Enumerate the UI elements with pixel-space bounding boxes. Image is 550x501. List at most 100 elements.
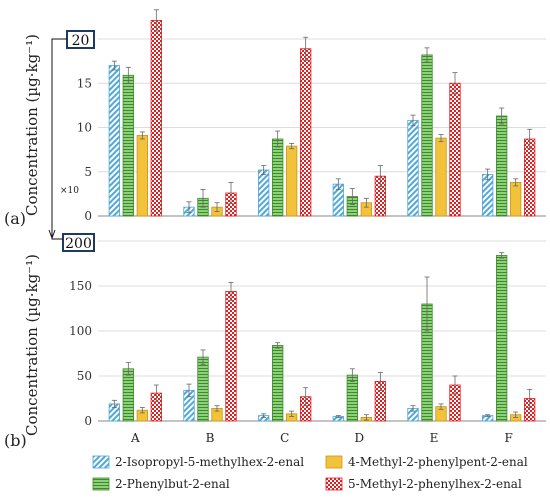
bar-b-B-methylhex [225,290,237,422]
category-label-C: C [280,431,289,445]
bar-a-E-phenylbut [421,54,433,217]
legend-swatch-methylpent [325,455,343,469]
bar-a-F-methylpent [510,181,522,217]
ytick-label-a-15: 15 [77,76,92,90]
errorbar-b-C-phenylbut [275,342,281,349]
errorbar-a-F-methylhex [527,128,533,150]
bar-a-A-isopropyl [108,65,120,217]
ytick-label-a-10: 10 [77,121,92,135]
ytick-label-b-100: 100 [69,324,92,338]
bar-a-C-phenylbut [272,138,284,217]
scale-arrow-icon [48,229,56,240]
bar-a-A-methylhex [150,20,162,217]
ytick-label-a-5: 5 [84,165,92,179]
legend-swatch-phenylbut [92,477,110,491]
errorbar-b-A-methylhex [153,384,159,402]
errorbar-b-A-methylpent [139,407,145,414]
panel-b-max-label: 200 [65,236,92,252]
errorbar-b-F-phenylbut [499,252,505,259]
bar-a-C-methylpent [286,145,298,217]
legend-label-methylpent: 4-Methyl-2-phenylpent-2-enal [348,455,528,469]
bar-b-A-phenylbut [122,368,134,422]
panel-a-plot: 0 5 10 15 [77,9,546,223]
errorbar-a-B-methylpent [214,202,220,212]
errorbar-a-B-phenylbut [200,189,206,208]
legend-label-isopropyl: 2-Isopropyl-5-methylhex-2-enal [115,455,304,469]
bar-a-C-isopropyl [258,169,270,217]
ytick-label-b-150: 150 [69,279,92,293]
bar-a-E-isopropyl [407,120,419,217]
ytick-label-a-0: 0 [84,209,92,223]
errorbar-a-F-methylpent [513,178,519,187]
bar-b-D-phenylbut [346,374,358,422]
errorbar-b-D-phenylbut [349,368,355,382]
errorbar-b-C-isopropyl [261,413,267,418]
errorbar-a-E-isopropyl [410,114,416,127]
legend-label-methylhex: 5-Methyl-2-phenylhex-2-enal [348,477,522,491]
errorbar-a-C-methylpent [289,143,295,150]
errorbar-b-E-methylpent [438,403,444,410]
errorbar-b-C-methylpent [289,410,295,417]
panel-b-plot: 0 50 100 150 A B C D E F [69,240,546,445]
errorbar-a-D-isopropyl [335,178,341,190]
bar-a-F-isopropyl [482,174,494,217]
scale-connector-line [51,38,67,240]
panel-b-max-box [62,233,95,252]
errorbar-b-D-methylhex [377,371,383,391]
errorbar-b-F-methylhex [527,389,533,408]
panel-b-label: (b) [4,431,27,450]
errorbar-a-C-isopropyl [261,165,267,175]
bar-b-F-phenylbut [496,254,508,422]
errorbar-b-B-phenylbut [200,349,206,365]
legend-swatch-methylhex [325,477,343,491]
bar-a-A-phenylbut [122,74,134,217]
panel-b-ylabel: Concentration (µg·kg⁻¹) [23,254,41,436]
legend-swatch-isopropyl [92,455,110,469]
errorbar-a-E-methylpent [438,134,444,143]
scale-note: ×10 [60,186,79,196]
category-label-F: F [505,431,513,445]
panel-a-label: (a) [4,209,26,228]
category-label-B: B [206,431,215,445]
errorbar-b-B-methylhex [228,281,234,301]
errorbar-a-E-phenylbut [424,47,430,63]
errorbar-a-B-methylhex [228,181,234,205]
bar-a-E-methylpent [435,137,447,217]
errorbar-b-A-isopropyl [111,399,117,408]
bar-a-C-methylhex [300,48,312,217]
legend-label-phenylbut: 2-Phenylbut-2-enal [115,477,230,491]
errorbar-b-A-phenylbut [125,362,131,376]
bar-a-F-phenylbut [496,115,508,217]
errorbar-a-D-methylhex [377,165,383,188]
errorbar-a-A-methylpent [139,131,145,140]
errorbar-a-C-methylhex [303,36,309,61]
errorbar-a-F-isopropyl [485,168,491,181]
category-label-A: A [130,431,140,445]
category-label-E: E [430,431,439,445]
legend: 2-Isopropyl-5-methylhex-2-enal 4-Methyl-… [92,455,528,491]
errorbar-b-B-isopropyl [186,383,192,398]
errorbar-a-A-methylhex [153,9,159,32]
ytick-label-b-50: 50 [77,369,92,383]
errorbar-a-A-isopropyl [111,60,117,71]
bar-a-E-methylhex [449,82,461,217]
errorbar-a-A-phenylbut [125,66,131,84]
errorbar-b-E-phenylbut [424,276,430,332]
errorbar-b-E-isopropyl [410,405,416,412]
category-label-D: D [355,431,365,445]
bar-a-A-methylpent [136,135,148,217]
ytick-label-b-0: 0 [84,414,92,428]
panel-a-max-label: 20 [72,33,90,49]
bar-b-B-phenylbut [197,356,209,422]
bar-b-C-phenylbut [272,344,284,422]
errorbar-a-C-phenylbut [275,130,281,148]
errorbar-a-D-methylpent [363,197,369,208]
errorbar-a-F-phenylbut [499,107,505,125]
errorbar-b-F-isopropyl [485,414,491,417]
errorbar-b-D-methylpent [363,414,369,421]
bar-a-F-methylhex [524,138,536,217]
errorbar-b-D-isopropyl [335,415,341,418]
errorbar-a-B-isopropyl [186,201,192,213]
errorbar-a-E-methylhex [452,72,458,95]
